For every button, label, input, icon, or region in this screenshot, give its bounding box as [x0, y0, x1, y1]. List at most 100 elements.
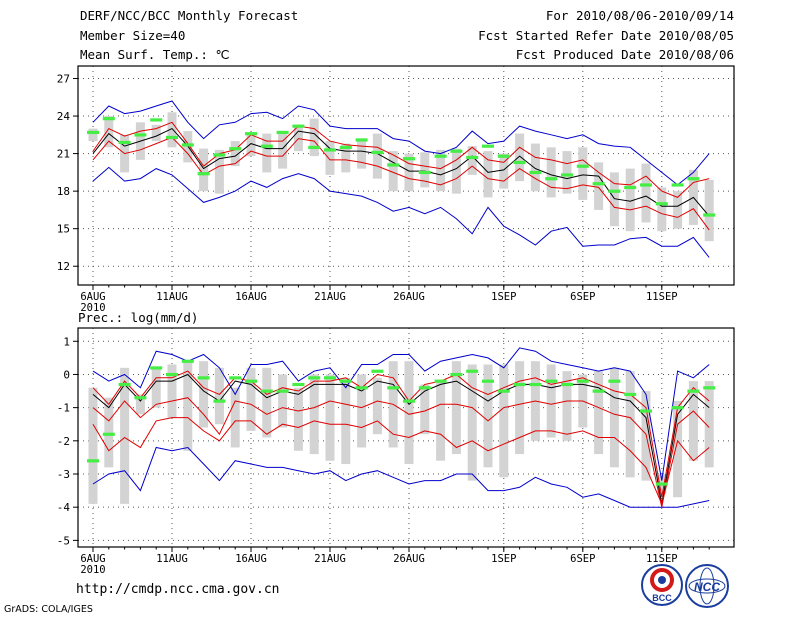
prec-series-upper	[92, 370, 710, 498]
prec-median-marker	[181, 359, 194, 363]
temp-spread-box	[499, 153, 509, 189]
prec-median-marker	[513, 382, 526, 387]
prec-median-marker	[497, 389, 510, 393]
prec-spread-box	[515, 361, 525, 455]
prec-ytick-label: -5	[57, 534, 70, 547]
prec-spread-box	[404, 361, 414, 465]
bcc-logo: BCC	[641, 564, 683, 606]
prec-ytick-label: -3	[57, 468, 70, 481]
prec-xtick-label: 26AUG	[393, 553, 425, 565]
prec-spread-box	[341, 377, 351, 465]
temp-median-marker	[640, 183, 652, 187]
prec-spread-box	[467, 364, 477, 481]
temp-spread-box	[214, 149, 224, 194]
temp-spread-box	[530, 143, 540, 192]
prec-spread-box	[609, 367, 619, 468]
prec-spread-box	[120, 367, 130, 504]
prec-spread-box	[483, 364, 493, 468]
temp-spread-box	[246, 133, 256, 157]
prec-panel: 1 0 -1 -2 -3 -4 -5 6AUG 11AUG 16AUG 21AUG 26AUG 1SEP…	[57, 327, 735, 576]
prec-spread-box	[451, 361, 461, 455]
temp-median-marker	[671, 183, 684, 187]
temp-spread-box	[199, 148, 209, 192]
prec-median-marker	[197, 376, 210, 380]
forecast-start-date: Fcst Started Refer Date 2010/08/05	[478, 28, 734, 43]
prec-median-marker	[229, 376, 242, 380]
temp-median-marker	[87, 130, 99, 135]
prec-median-marker	[640, 409, 652, 413]
temp-median-marker	[592, 182, 605, 186]
prec-series-lower2	[92, 417, 710, 506]
source-url[interactable]: http://cmdp.ncc.cma.gov.cn	[76, 582, 280, 597]
prec-median-marker	[703, 386, 716, 390]
temp-median-marker	[276, 130, 289, 135]
prec-median-marker	[134, 396, 147, 400]
temp-panel: 12 15 18 21 24 27 6AUG 11AUG 16AUG 21AUG 26AUG 1SEP…	[57, 65, 735, 314]
prec-median-marker	[150, 366, 163, 370]
prec-median-marker	[576, 379, 589, 383]
prec-spread-box	[325, 374, 335, 461]
prec-median-marker	[561, 382, 573, 387]
prec-median-marker	[529, 382, 542, 387]
prec-median-marker	[87, 459, 99, 463]
temp-median-marker	[150, 118, 163, 122]
temp-xtick-label: 26AUG	[393, 291, 425, 303]
grads-credit: GrADS: COLA/IGES	[4, 604, 93, 615]
temp-spread-box	[88, 128, 98, 142]
temp-spread-box	[704, 179, 714, 242]
prec-ytick-label: -4	[57, 501, 71, 514]
temp-year-label: 2010	[80, 302, 105, 314]
prec-median-marker	[482, 379, 494, 383]
temp-series-lower	[92, 136, 710, 231]
prec-median-marker	[102, 432, 115, 436]
prec-xtick-label: 6SEP	[570, 553, 595, 565]
temp-median-marker	[703, 213, 716, 217]
temp-spread-box	[104, 116, 114, 148]
chart-title: DERF/NCC/BCC Monthly Forecast	[80, 8, 299, 23]
temp-median-marker	[229, 147, 242, 151]
temp-xtick-label: 11AUG	[156, 291, 188, 303]
prec-median-marker	[545, 379, 558, 383]
temp-ytick-label: 27	[57, 73, 70, 86]
prec-median-marker	[466, 369, 479, 373]
temp-median-marker	[102, 117, 115, 121]
temp-ytick-label: 18	[57, 185, 70, 198]
prec-spread-box	[420, 384, 430, 435]
member-size: Member Size=40	[80, 28, 186, 43]
prec-median-marker	[276, 389, 289, 393]
temp-spread-box	[404, 153, 414, 192]
prec-xtick-label: 11AUG	[156, 553, 188, 565]
prec-spread-box	[688, 381, 698, 461]
temp-median-marker	[687, 177, 700, 181]
prec-median-marker	[118, 382, 131, 387]
temp-spread-box	[151, 124, 161, 142]
prec-spread-box	[357, 374, 367, 448]
temp-spread-box	[673, 191, 683, 229]
temp-spread-box	[483, 151, 493, 198]
prec-xtick-label: 1SEP	[491, 553, 516, 565]
temp-series-mean	[92, 127, 710, 217]
prec-spread-box	[673, 401, 683, 498]
prec-spread-box	[214, 367, 224, 425]
temp-median-marker	[387, 163, 400, 167]
prec-spread-box	[183, 361, 193, 451]
temp-median-marker	[118, 140, 131, 145]
prec-year-label: 2010	[80, 564, 105, 576]
prec-spread-box	[88, 387, 98, 504]
temp-xtick-label: 16AUG	[235, 291, 267, 303]
temp-spread-box	[309, 118, 319, 157]
temp-median-marker	[482, 144, 494, 148]
prec-frame	[77, 327, 735, 548]
temp-median-marker	[292, 124, 305, 128]
temp-median-marker	[324, 148, 336, 152]
temp-spread-box	[594, 162, 604, 210]
prec-series-lower	[92, 397, 710, 508]
prec-spread-box	[167, 364, 177, 418]
temp-median-marker	[245, 132, 257, 136]
temp-ytick-label: 15	[57, 223, 70, 236]
temp-median-marker	[513, 160, 526, 165]
prec-median-marker	[687, 389, 700, 393]
temp-xtick-label: 11SEP	[646, 291, 678, 303]
prec-spread-box	[704, 381, 714, 468]
temp-median-marker	[213, 153, 226, 157]
